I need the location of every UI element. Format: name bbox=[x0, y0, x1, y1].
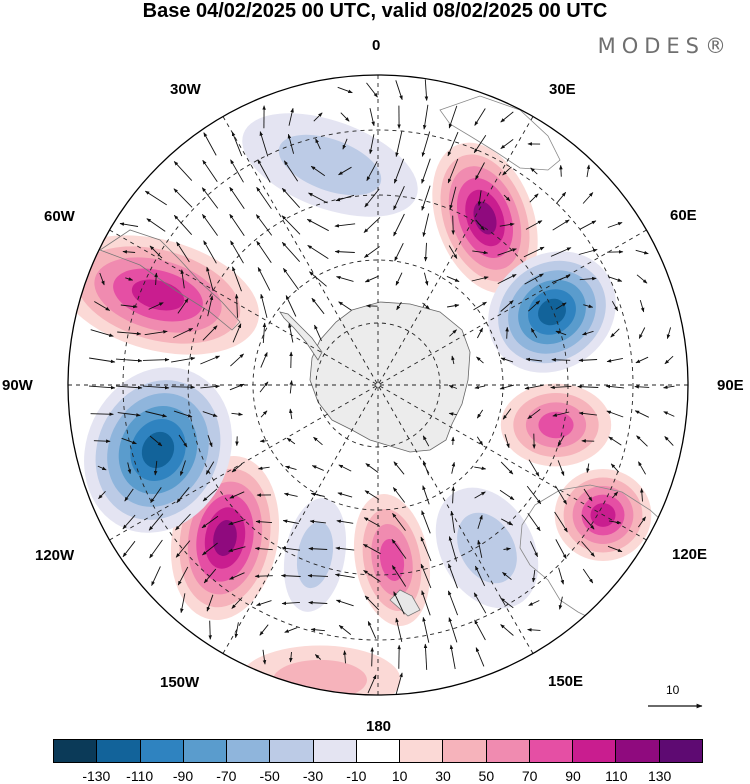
lon-label-30e: 30E bbox=[549, 81, 576, 98]
colorbar-swatch bbox=[97, 740, 140, 762]
lon-label-120e: 120E bbox=[672, 546, 707, 563]
colorbar-swatch bbox=[184, 740, 227, 762]
colorbar-swatch bbox=[443, 740, 486, 762]
lon-label-90w: 90W bbox=[2, 377, 33, 394]
lon-label-90e: 90E bbox=[717, 377, 744, 394]
anomaly-contour bbox=[538, 412, 573, 438]
lon-label-0: 0 bbox=[372, 37, 380, 54]
colorbar-tick-label: -10 bbox=[346, 768, 366, 784]
colorbar-swatch bbox=[141, 740, 184, 762]
colorbar-tick-label: 70 bbox=[522, 768, 538, 784]
colorbar-ticks: -130 -110 -90 -70 -50 -30 -10 10 30 50 70 90 110 130 bbox=[53, 768, 703, 784]
colorbar-swatch bbox=[400, 740, 443, 762]
colorbar-swatch bbox=[54, 740, 97, 762]
wind-vector bbox=[561, 165, 562, 176]
colorbar-tick-label: -130 bbox=[82, 768, 110, 784]
wind-vector bbox=[171, 387, 194, 388]
lon-label-30w: 30W bbox=[170, 81, 201, 98]
lon-label-60w: 60W bbox=[44, 208, 75, 225]
colorbar-swatch bbox=[530, 740, 573, 762]
colorbar-swatch bbox=[616, 740, 659, 762]
colorbar-tick-label: -30 bbox=[303, 768, 323, 784]
colorbar-tick-label: 10 bbox=[392, 768, 408, 784]
colorbar-tick-label: -50 bbox=[260, 768, 280, 784]
colorbar-tick-label: -90 bbox=[173, 768, 193, 784]
wind-vector bbox=[453, 216, 454, 235]
lon-label-150e: 150E bbox=[548, 673, 583, 690]
wind-vector bbox=[255, 576, 273, 577]
wind-vector bbox=[372, 648, 373, 667]
colorbar-swatch bbox=[487, 740, 530, 762]
colorbar-swatch bbox=[227, 740, 270, 762]
lon-label-150w: 150W bbox=[160, 674, 199, 691]
colorbar-swatch bbox=[660, 740, 702, 762]
lon-label-180: 180 bbox=[366, 718, 391, 735]
reference-vector-label: 10 bbox=[666, 683, 679, 697]
colorbar-swatch bbox=[270, 740, 313, 762]
colorbar-tick-label: 130 bbox=[648, 768, 671, 784]
colorbar-swatch bbox=[314, 740, 357, 762]
colorbar-tick-label: -110 bbox=[126, 768, 153, 784]
colorbar-tick-label: 110 bbox=[605, 768, 627, 784]
colorbar-swatch bbox=[573, 740, 616, 762]
colorbar-swatch bbox=[357, 740, 400, 762]
wind-vector bbox=[260, 441, 268, 442]
lon-label-120w: 120W bbox=[35, 547, 74, 564]
colorbar-tick-label: 50 bbox=[479, 768, 495, 784]
positive-anomaly-100e bbox=[501, 384, 611, 467]
wind-vector bbox=[552, 360, 570, 361]
colorbar-tick-label: -70 bbox=[216, 768, 236, 784]
colorbar-tick-label: 30 bbox=[435, 768, 451, 784]
colorbar-tick-label: 90 bbox=[565, 768, 581, 784]
lon-label-60e: 60E bbox=[670, 207, 697, 224]
wind-vector bbox=[94, 441, 110, 442]
colorbar bbox=[53, 739, 703, 763]
wind-vector bbox=[91, 414, 114, 415]
wind-vector bbox=[507, 327, 508, 338]
wind-vector bbox=[210, 621, 211, 640]
